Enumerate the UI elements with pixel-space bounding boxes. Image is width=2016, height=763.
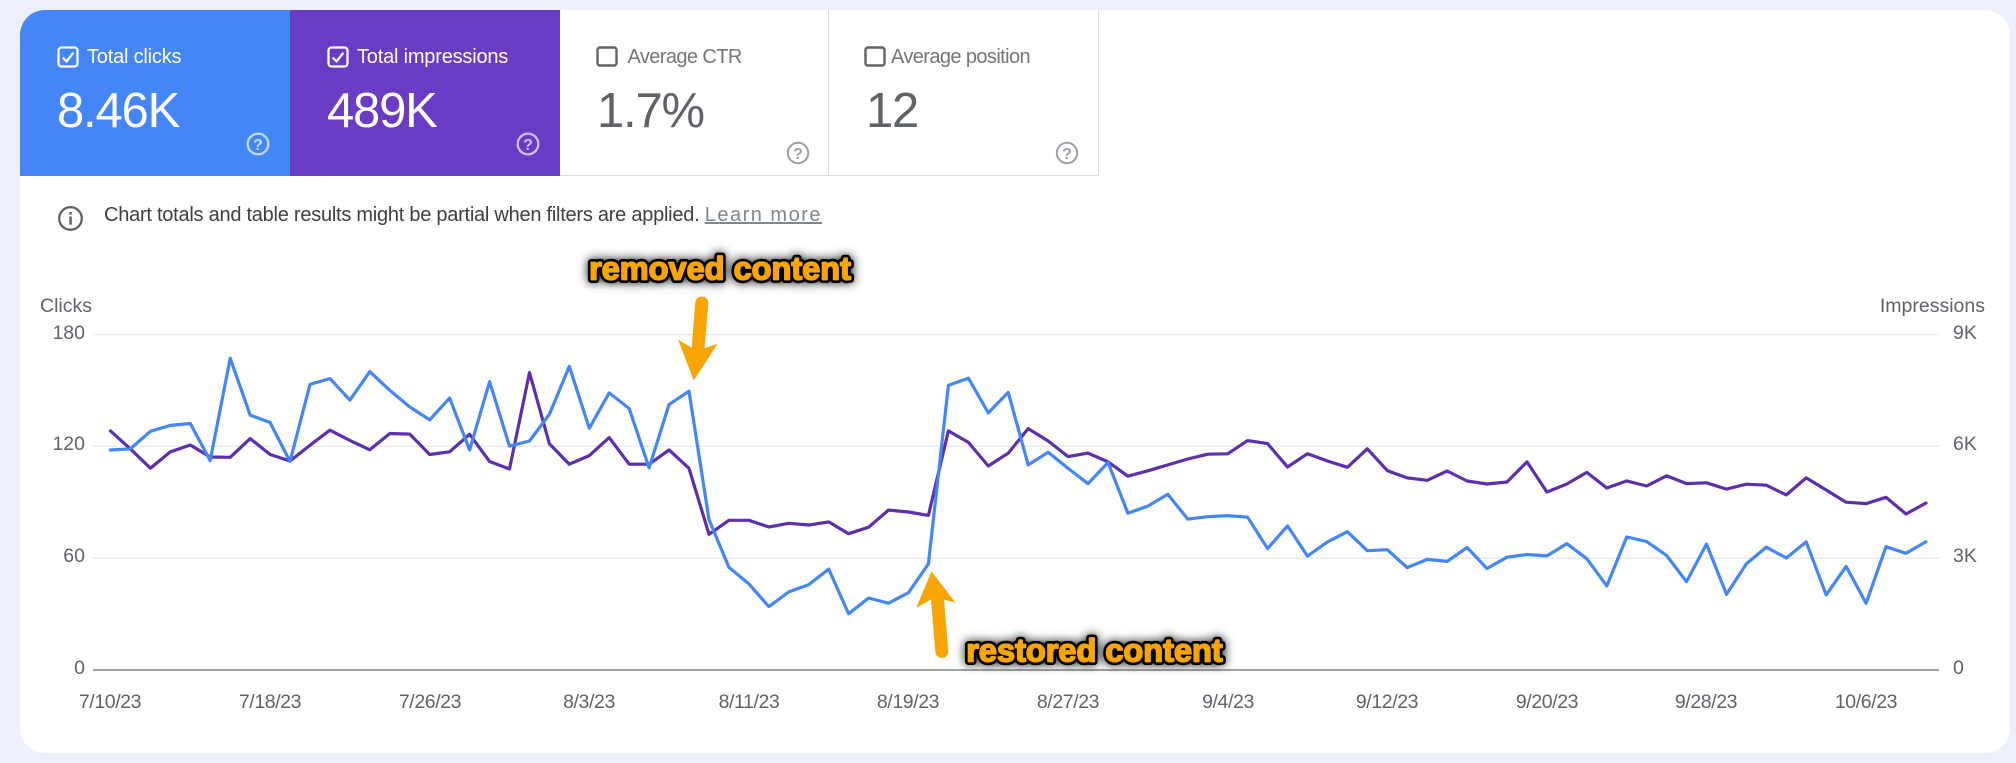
svg-text:?: ? [793, 146, 803, 163]
svg-text:removed content: removed content [589, 251, 851, 287]
svg-text:removed content: removed content [589, 251, 851, 287]
svg-text:?: ? [253, 137, 263, 154]
svg-text:restored content: restored content [966, 633, 1223, 669]
svg-text:?: ? [523, 137, 533, 154]
svg-text:restored content: restored content [966, 633, 1223, 669]
svg-text:?: ? [1062, 146, 1072, 163]
